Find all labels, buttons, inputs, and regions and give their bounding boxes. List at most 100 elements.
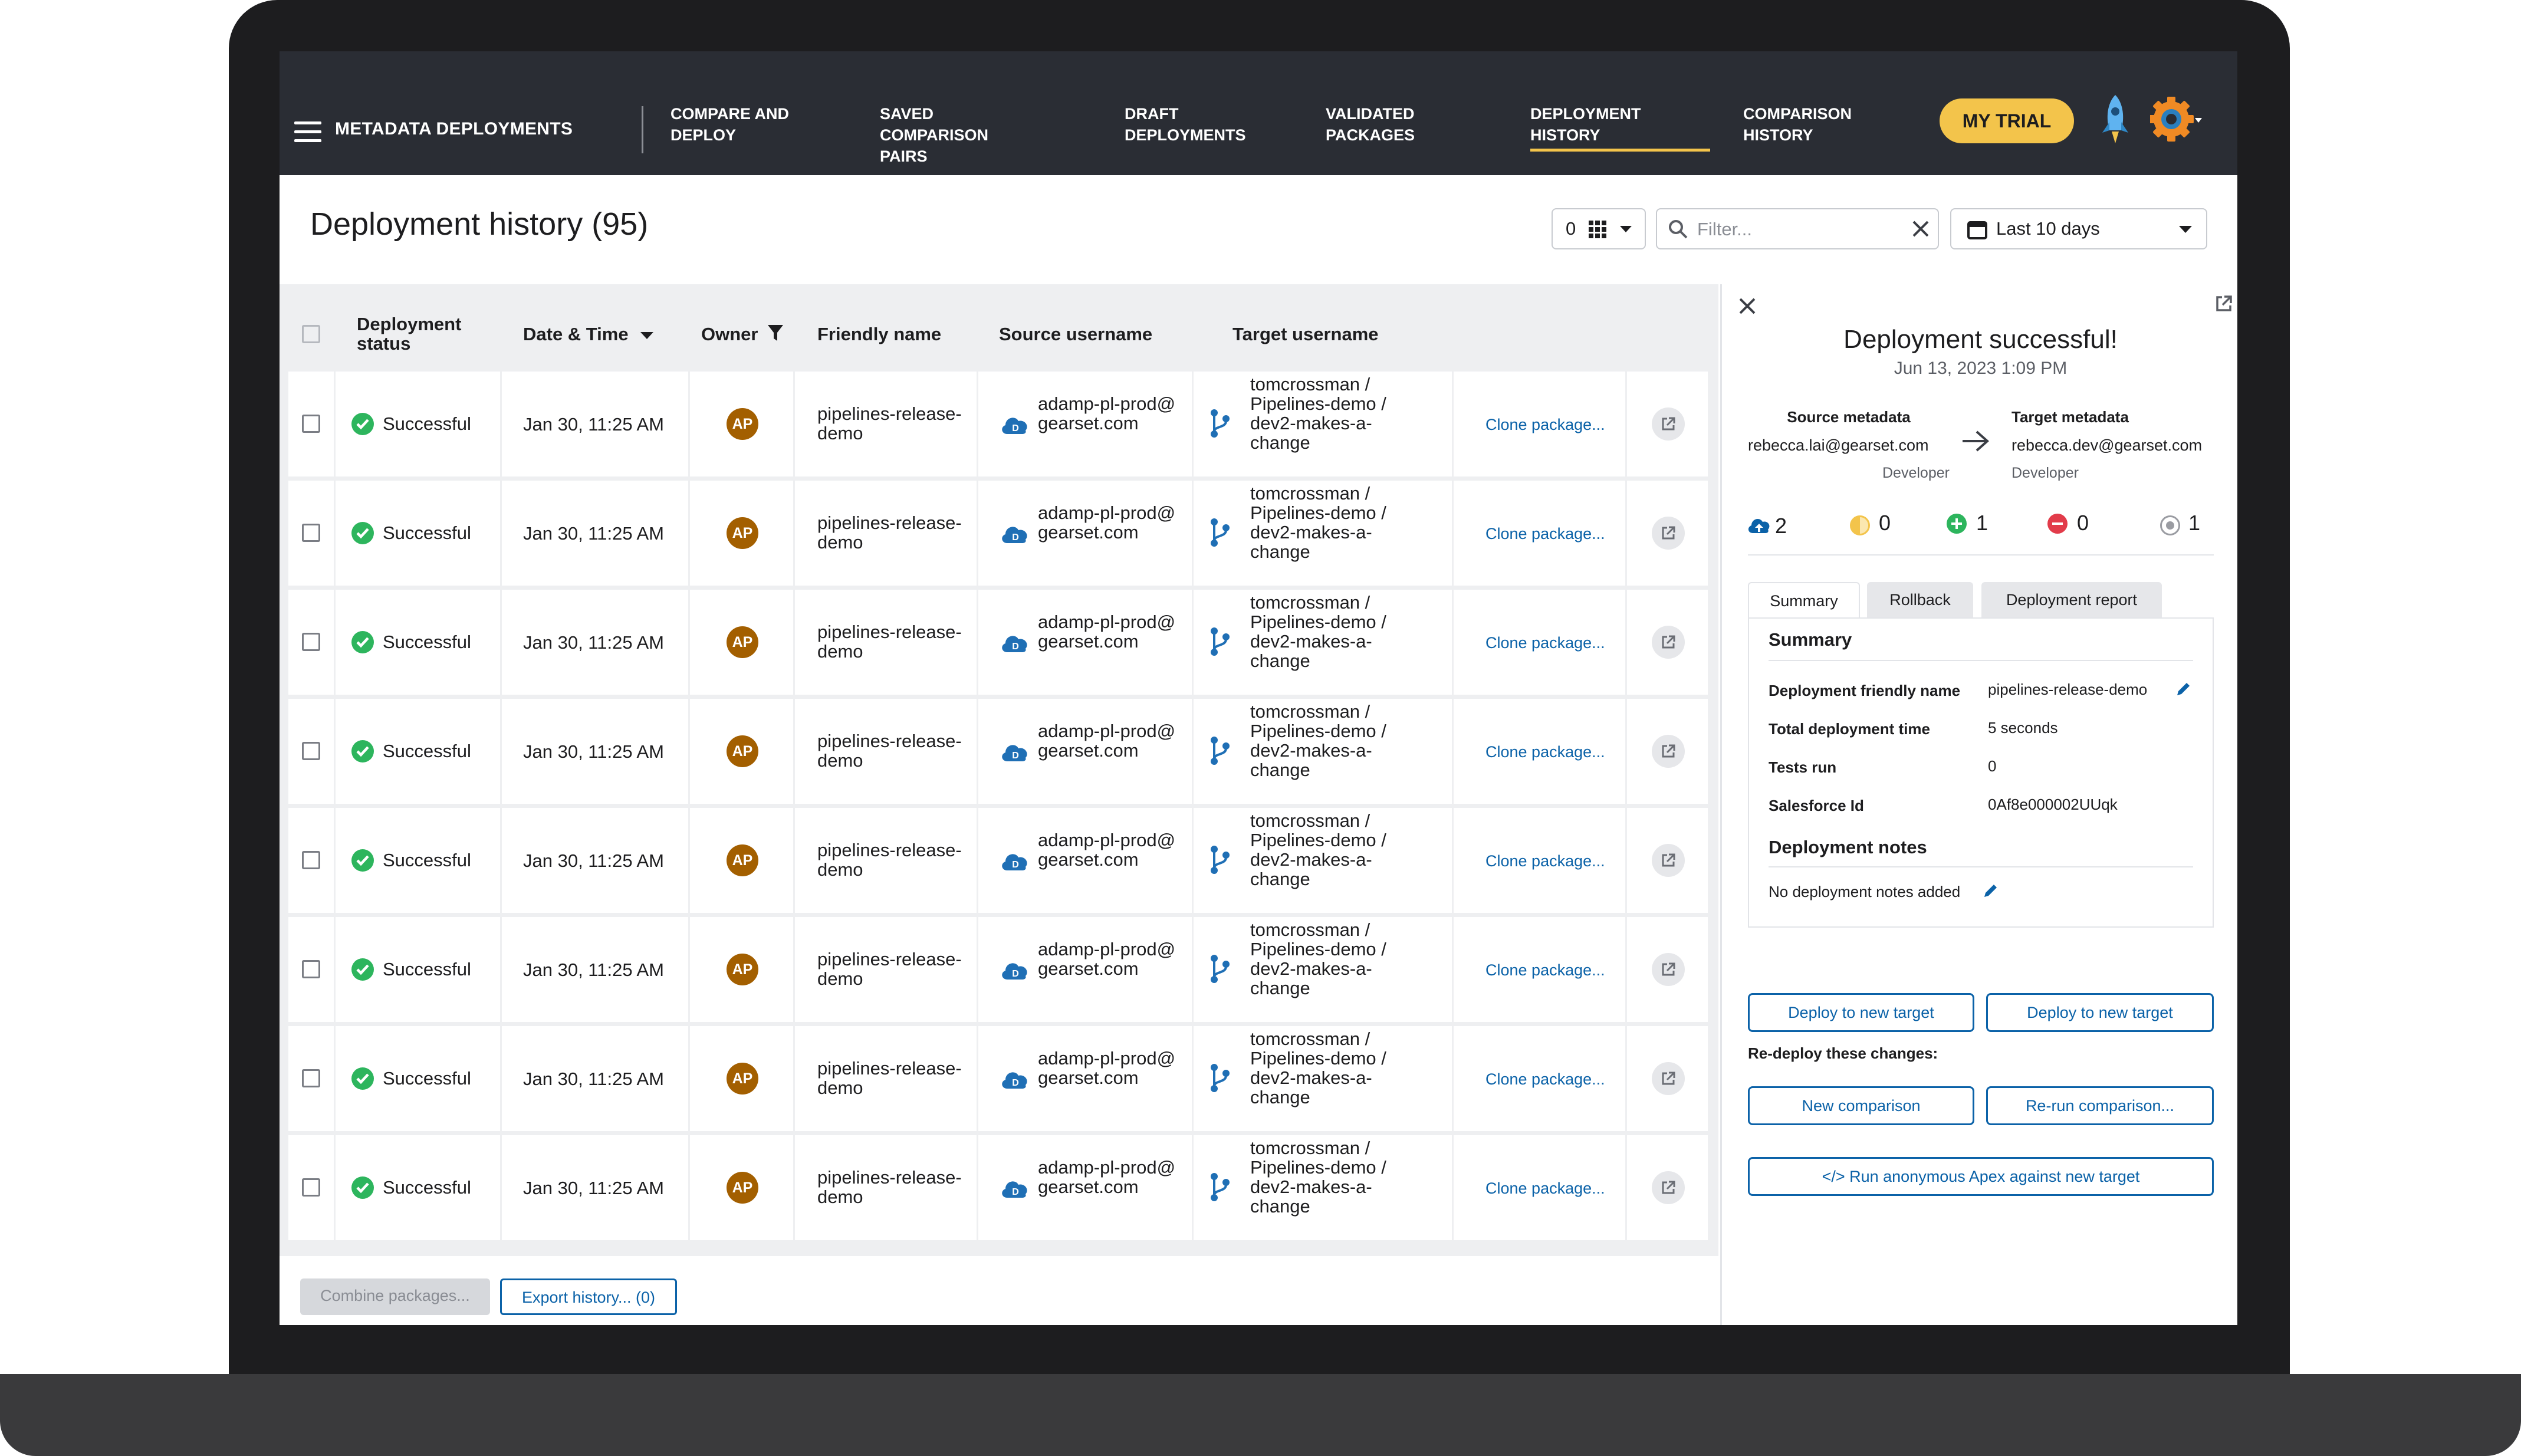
col-owner[interactable]: Owner	[701, 324, 784, 344]
stat-deployed: 2	[1775, 514, 1787, 538]
tab-summary[interactable]: Summary	[1748, 582, 1860, 619]
open-deployment-button[interactable]	[1652, 517, 1685, 550]
table-cell	[502, 590, 690, 695]
table-row[interactable]: Successful Jan 30, 11:25 AM AP pipelines-re…	[288, 699, 1710, 804]
open-deployment-button[interactable]	[1652, 735, 1685, 768]
clone-package-link[interactable]: Clone package...	[1485, 1070, 1605, 1088]
table-footer: Combine packages... Export history... (0…	[280, 1256, 1718, 1325]
clear-icon[interactable]	[1912, 220, 1930, 238]
row-checkbox[interactable]	[302, 1069, 320, 1087]
tab-compare-and-deploy[interactable]: COMPARE AND DEPLOY	[670, 105, 789, 144]
owner-avatar: AP	[727, 1172, 758, 1204]
columns-button[interactable]: 0	[1552, 208, 1646, 249]
tab-saved-comparison-pairs[interactable]: SAVED COMPARISON PAIRS	[880, 105, 989, 165]
menu-icon[interactable]	[294, 121, 321, 144]
rerun-comparison-button[interactable]: Re-run comparison...	[1986, 1086, 2214, 1125]
row-checkbox[interactable]	[302, 1178, 320, 1197]
table-cell	[336, 481, 502, 586]
cloud-icon: D	[1002, 1181, 1027, 1198]
tab-comparison-history[interactable]: COMPARISON HISTORY	[1743, 105, 1852, 144]
clone-package-link[interactable]: Clone package...	[1485, 961, 1605, 979]
deploy-new-target-button-2[interactable]: Deploy to new target	[1986, 993, 2214, 1032]
row-checkbox[interactable]	[302, 633, 320, 651]
col-date-time[interactable]: Date & Time	[523, 324, 654, 344]
branch-icon	[1211, 846, 1230, 874]
filter-input[interactable]: Filter...	[1656, 208, 1939, 249]
rocket-icon[interactable]	[2098, 94, 2133, 144]
col-target-username[interactable]: Target username	[1232, 324, 1379, 344]
deploy-new-target-button[interactable]: Deploy to new target	[1748, 993, 1974, 1032]
tab-validated-packages[interactable]: VALIDATED PACKAGES	[1326, 105, 1415, 144]
source-heading: Source metadata	[1787, 408, 1911, 426]
row-checkbox[interactable]	[302, 742, 320, 760]
tab-deployment-report[interactable]: Deployment report	[1981, 582, 2162, 619]
deployment-table: Deployment status Date & Time Owner Frie…	[280, 284, 1718, 1325]
open-deployment-button[interactable]	[1652, 953, 1685, 986]
friendly-name: pipelines-release-demo	[817, 731, 962, 771]
gear-icon[interactable]	[2150, 96, 2203, 143]
col-source-username[interactable]: Source username	[999, 324, 1153, 344]
source-username: adamp-pl-prod@gearset.com	[1038, 612, 1176, 652]
table-cell	[288, 372, 336, 476]
tab-rollback[interactable]: Rollback	[1867, 582, 1973, 619]
datetime-text: Jan 30, 11:25 AM	[523, 959, 664, 980]
col-deployment-status[interactable]: Deployment status	[357, 314, 462, 354]
clone-package-link[interactable]: Clone package...	[1485, 852, 1605, 870]
clone-package-link[interactable]: Clone package...	[1485, 743, 1605, 761]
open-deployment-button[interactable]	[1652, 844, 1685, 877]
table-row[interactable]: Successful Jan 30, 11:25 AM AP pipelines-re…	[288, 808, 1710, 913]
open-deployment-button[interactable]	[1652, 626, 1685, 659]
table-cell	[1194, 1026, 1454, 1131]
row-checkbox[interactable]	[302, 415, 320, 433]
table-row[interactable]: Successful Jan 30, 11:25 AM AP pipelines-re…	[288, 481, 1710, 586]
open-external-icon[interactable]	[2215, 295, 2233, 313]
close-icon[interactable]	[1738, 297, 1756, 315]
table-row[interactable]: Successful Jan 30, 11:25 AM AP pipelines-re…	[288, 590, 1710, 695]
friendly-name: pipelines-release-demo	[817, 403, 962, 443]
table-cell	[690, 917, 795, 1022]
export-history-button[interactable]: Export history... (0)	[500, 1278, 677, 1315]
friendly-name: pipelines-release-demo	[817, 1058, 962, 1098]
row-checkbox[interactable]	[302, 960, 320, 978]
combine-packages-button[interactable]: Combine packages...	[300, 1278, 490, 1315]
filter-icon[interactable]	[768, 325, 784, 341]
open-deployment-button[interactable]	[1652, 1062, 1685, 1095]
clone-package-link[interactable]: Clone package...	[1485, 1179, 1605, 1197]
date-range-select[interactable]: Last 10 days	[1950, 208, 2207, 249]
row-checkbox[interactable]	[302, 851, 320, 869]
table-cell	[978, 808, 1194, 913]
status-text: Successful	[383, 1068, 471, 1089]
col-friendly-name[interactable]: Friendly name	[817, 324, 942, 344]
source-username: adamp-pl-prod@gearset.com	[1038, 830, 1176, 870]
row-checkbox[interactable]	[302, 524, 320, 542]
table-row[interactable]: Successful Jan 30, 11:25 AM AP pipelines-re…	[288, 1026, 1710, 1131]
columns-count: 0	[1566, 218, 1576, 239]
cloud-icon: D	[1002, 418, 1027, 434]
open-external-icon	[1662, 417, 1675, 430]
friendly-name-value: pipelines-release-demo	[1988, 681, 2148, 698]
edit-icon[interactable]	[1982, 882, 2000, 899]
edit-icon[interactable]	[2175, 680, 2193, 698]
my-trial-button[interactable]: MY TRIAL	[1940, 98, 2074, 143]
select-all-checkbox[interactable]	[302, 325, 320, 343]
clone-package-link[interactable]: Clone package...	[1485, 416, 1605, 433]
open-deployment-button[interactable]	[1652, 1171, 1685, 1204]
target-username: tomcrossman / Pipelines-demo / dev2-make…	[1250, 374, 1386, 453]
table-cell	[795, 917, 978, 1022]
tab-draft-deployments[interactable]: DRAFT DEPLOYMENTS	[1125, 105, 1246, 144]
table-row[interactable]: Successful Jan 30, 11:25 AM AP pipelines-re…	[288, 372, 1710, 476]
source-role: Developer	[1882, 465, 1950, 481]
clone-package-link[interactable]: Clone package...	[1485, 634, 1605, 652]
tab-deployment-history[interactable]: DEPLOYMENT HISTORY	[1530, 103, 1710, 152]
owner-avatar: AP	[727, 844, 758, 876]
chevron-down-icon	[2179, 226, 2192, 233]
new-comparison-button[interactable]: New comparison	[1748, 1086, 1974, 1125]
clone-package-link[interactable]: Clone package...	[1485, 525, 1605, 543]
table-cell	[1194, 917, 1454, 1022]
table-row[interactable]: Successful Jan 30, 11:25 AM AP pipelines-re…	[288, 1135, 1710, 1240]
table-cell	[502, 808, 690, 913]
table-row[interactable]: Successful Jan 30, 11:25 AM AP pipelines-re…	[288, 917, 1710, 1022]
run-apex-button[interactable]: </> Run anonymous Apex against new targe…	[1748, 1157, 2214, 1196]
open-deployment-button[interactable]	[1652, 407, 1685, 441]
table-cell	[795, 1026, 978, 1131]
